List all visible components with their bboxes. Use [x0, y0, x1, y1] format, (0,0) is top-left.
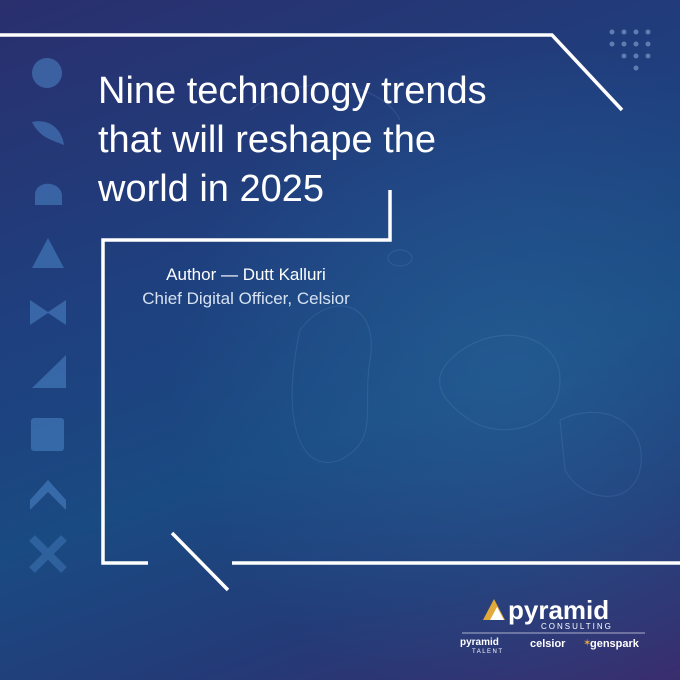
- genspark-star: ✶: [583, 638, 591, 649]
- logo-genspark: genspark: [590, 638, 640, 650]
- logo-celsior: celsior: [530, 638, 566, 650]
- side-icons: [29, 58, 67, 573]
- title-line: world in 2025: [97, 168, 324, 210]
- frame: [0, 33, 680, 592]
- dot-grid: [609, 29, 651, 71]
- role: Chief Digital Officer, Celsior: [142, 289, 350, 308]
- logo-icon: [483, 599, 505, 620]
- logo-main: pyramid: [508, 595, 609, 625]
- logo-talent: pyramid: [460, 637, 499, 648]
- title-line: Nine technology trends: [98, 70, 487, 112]
- contours: [249, 83, 642, 497]
- title-line: that will reshape the: [98, 119, 436, 161]
- logo-talent-sub: TALENT: [472, 649, 504, 655]
- author: Author — Dutt Kalluri: [166, 265, 326, 284]
- logo-main-sub: CONSULTING: [541, 622, 613, 631]
